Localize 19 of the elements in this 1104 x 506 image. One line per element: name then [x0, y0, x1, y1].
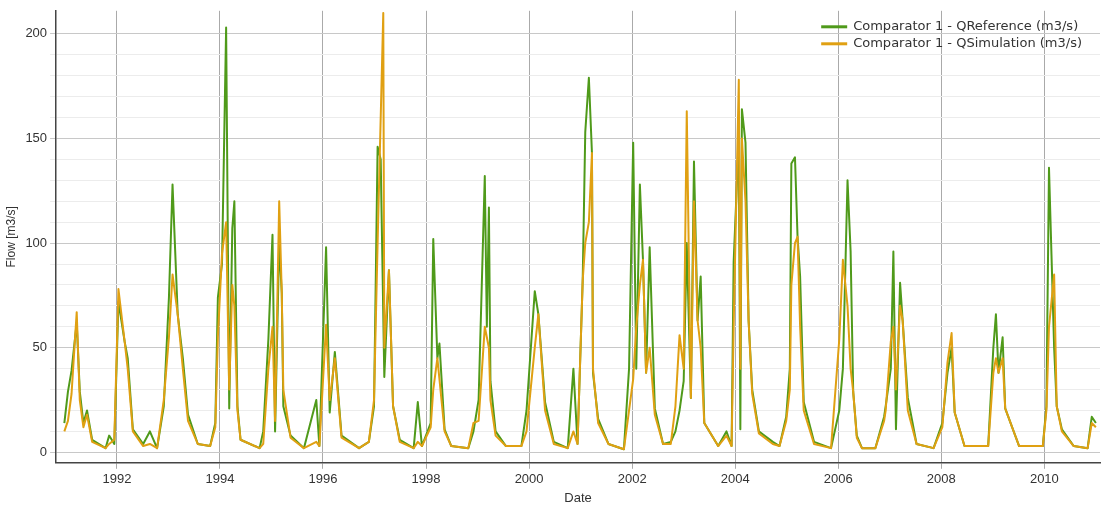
x-tick-label: 1994	[205, 471, 235, 487]
x-tick-label: 1998	[411, 471, 441, 487]
y-tick-label: 200	[25, 25, 48, 41]
x-tick-label: 2002	[617, 471, 647, 487]
y-tick-label: 50	[32, 339, 48, 355]
x-tick-label: 1996	[308, 471, 338, 487]
x-tick-label: 2010	[1029, 471, 1059, 487]
y-tick-label: 150	[25, 130, 48, 146]
x-tick-label: 1992	[102, 471, 132, 487]
y-axis-title: Flow [m3/s]	[3, 206, 18, 268]
x-tick-label: 2000	[514, 471, 544, 487]
y-tick-label: 100	[25, 234, 48, 250]
legend-label: Comparator 1 - QSimulation (m3/s)	[853, 35, 1083, 51]
x-tick-label: 2008	[926, 471, 956, 487]
x-tick-label: 2006	[823, 471, 853, 487]
y-tick-label: 0	[39, 443, 48, 459]
x-tick-label: 2004	[720, 471, 750, 487]
x-axis-title: Date	[564, 489, 592, 505]
legend-label: Comparator 1 - QReference (m3/s)	[853, 18, 1079, 34]
